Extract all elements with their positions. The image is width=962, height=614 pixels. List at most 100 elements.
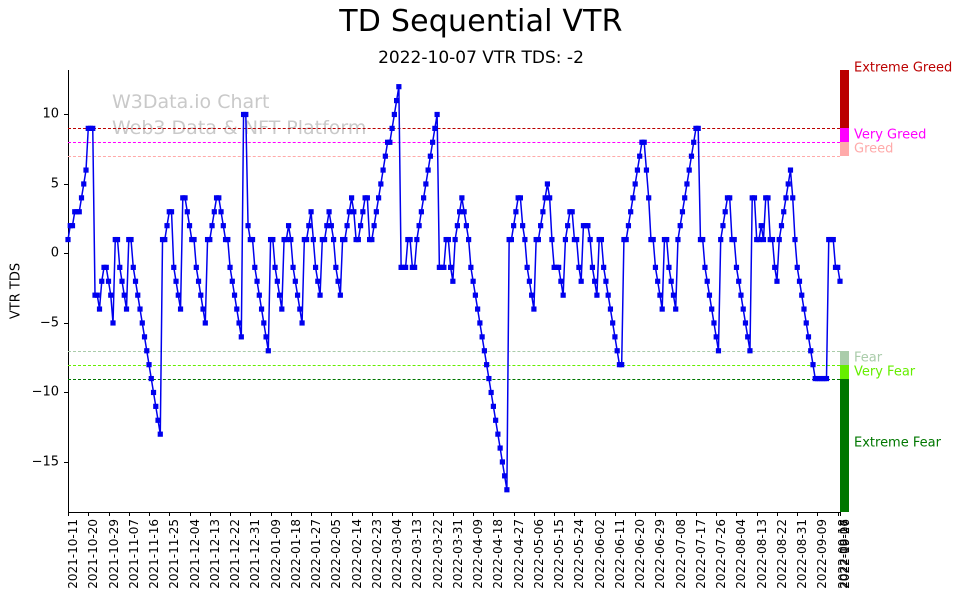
x-tick-mark	[270, 512, 272, 516]
data-point	[324, 223, 330, 229]
data-point	[445, 236, 451, 243]
data-point	[736, 278, 742, 284]
data-point	[702, 264, 708, 270]
data-point	[470, 278, 476, 284]
data-point	[542, 195, 548, 201]
data-point	[679, 209, 686, 215]
data-point	[560, 292, 566, 298]
data-point	[756, 236, 762, 243]
data-point	[157, 431, 163, 437]
data-point	[225, 236, 231, 243]
data-point	[457, 209, 463, 215]
data-point	[135, 292, 141, 298]
data-point	[625, 223, 632, 229]
data-point	[168, 209, 175, 215]
data-point	[274, 278, 280, 284]
data-point	[738, 292, 744, 298]
data-point	[727, 195, 733, 201]
x-tick-label: 2022-02-05	[329, 519, 344, 589]
x-tick-mark	[250, 512, 252, 516]
zone-bar-fear	[840, 350, 849, 365]
zone-bar-extreme-greed	[840, 70, 849, 129]
data-point	[371, 223, 377, 229]
x-tick-mark	[189, 512, 191, 516]
data-point	[459, 195, 465, 201]
data-point	[148, 375, 154, 382]
data-point	[220, 223, 226, 229]
x-tick-mark	[554, 512, 556, 516]
x-tick-label: 2022-07-17	[693, 519, 708, 589]
x-tick-mark	[473, 512, 475, 516]
data-point	[292, 278, 298, 284]
data-point	[261, 320, 267, 326]
data-point	[576, 264, 582, 270]
x-tick-label: 2022-08-13	[754, 519, 769, 589]
x-tick-mark	[452, 512, 454, 516]
data-point	[432, 125, 438, 131]
data-point	[123, 306, 130, 312]
x-tick-label: 2022-09-09	[815, 519, 830, 589]
y-axis-spine	[68, 70, 70, 512]
zone-label-extreme-fear: Extreme Fear	[854, 435, 941, 451]
data-point	[605, 292, 611, 298]
data-point	[254, 278, 260, 284]
x-tick-mark	[655, 512, 657, 516]
data-point	[700, 236, 706, 243]
data-point	[713, 334, 719, 340]
x-tick-label: 2022-03-04	[390, 519, 405, 589]
data-point	[144, 348, 150, 354]
data-point	[69, 223, 76, 229]
data-point	[790, 195, 796, 201]
data-point	[803, 320, 809, 326]
x-tick-mark	[817, 512, 819, 516]
data-point	[243, 111, 249, 118]
data-point	[441, 264, 447, 270]
data-point	[634, 167, 641, 173]
data-point	[211, 209, 217, 215]
data-point	[132, 278, 139, 284]
x-axis-spine	[68, 512, 840, 514]
data-point	[78, 195, 85, 201]
data-point	[531, 306, 537, 312]
threshold-line-very-fear	[68, 364, 840, 366]
data-point	[751, 195, 758, 201]
threshold-line-extreme-greed	[68, 128, 840, 130]
data-point	[265, 348, 271, 354]
data-point	[565, 223, 571, 229]
data-point	[412, 264, 418, 270]
x-tick-mark	[533, 512, 535, 516]
data-point	[207, 236, 213, 243]
data-point	[504, 487, 510, 493]
data-point	[758, 223, 764, 229]
data-point	[619, 362, 625, 368]
data-point	[256, 292, 262, 298]
data-point	[285, 223, 292, 229]
data-point	[837, 278, 843, 284]
page-title: TD Sequential VTR	[339, 4, 623, 39]
data-point	[747, 348, 753, 354]
data-point	[589, 264, 596, 270]
data-point	[279, 306, 285, 312]
data-point	[326, 209, 332, 215]
x-tick-label: 2022-02-14	[349, 519, 364, 589]
data-point	[799, 292, 805, 298]
data-point	[646, 195, 652, 201]
data-point	[695, 125, 701, 131]
data-point	[119, 278, 125, 284]
data-point	[454, 223, 460, 229]
x-tick-mark	[695, 512, 697, 516]
data-point	[835, 264, 841, 270]
data-point	[787, 167, 794, 173]
data-point	[490, 403, 496, 409]
data-point	[508, 236, 514, 243]
data-point	[475, 306, 481, 312]
data-point	[607, 306, 614, 312]
y-tick-mark	[64, 183, 68, 185]
data-point	[139, 320, 145, 326]
x-tick-mark	[675, 512, 677, 516]
data-point	[592, 278, 598, 284]
data-point	[434, 111, 440, 118]
data-point	[558, 278, 564, 284]
data-point	[364, 195, 370, 201]
